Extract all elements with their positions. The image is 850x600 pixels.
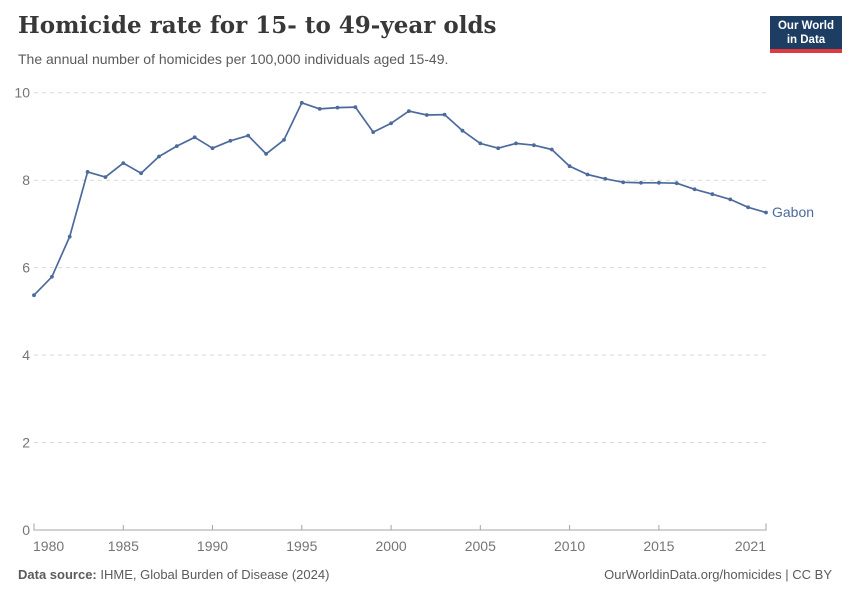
data-point xyxy=(478,141,483,146)
data-source-text: IHME, Global Burden of Disease (2024) xyxy=(100,567,330,582)
data-point xyxy=(424,113,429,117)
data-point xyxy=(32,293,36,298)
chart-footer: Data source: IHME, Global Burden of Dise… xyxy=(18,567,832,582)
x-axis-tick-label: 2015 xyxy=(643,538,674,554)
page-subtitle: The annual number of homicides per 100,0… xyxy=(18,51,449,67)
data-point xyxy=(121,161,126,166)
data-point xyxy=(460,128,465,133)
data-point xyxy=(585,172,590,177)
x-axis-tick-label: 2000 xyxy=(376,538,407,554)
data-point xyxy=(442,112,447,117)
data-point xyxy=(567,164,572,169)
data-point xyxy=(728,197,733,202)
data-point xyxy=(674,181,679,186)
data-point xyxy=(639,180,643,185)
data-point xyxy=(496,146,501,151)
data-point xyxy=(192,135,197,140)
data-point xyxy=(174,144,179,149)
data-point xyxy=(228,138,233,143)
data-point xyxy=(603,176,608,181)
data-point xyxy=(210,146,215,151)
x-axis-tick-label: 1995 xyxy=(286,538,317,554)
y-axis-tick-label: 6 xyxy=(22,260,30,276)
data-line xyxy=(33,101,767,297)
y-axis-tick-label: 2 xyxy=(22,435,30,451)
owid-logo-line2: in Data xyxy=(786,34,826,46)
page-title: Homicide rate for 15- to 49-year olds xyxy=(18,12,497,39)
y-axis-tick-label: 4 xyxy=(22,347,30,363)
data-point xyxy=(335,105,340,110)
y-axis-tick-label: 8 xyxy=(22,172,30,188)
x-axis-tick-label: 1990 xyxy=(197,538,228,554)
data-point xyxy=(621,180,626,185)
data-point xyxy=(50,274,54,279)
x-axis-tick-label: 2005 xyxy=(465,538,496,554)
data-point xyxy=(389,121,393,126)
data-point xyxy=(710,192,715,197)
data-point xyxy=(532,143,536,148)
x-axis-tick-label: 1985 xyxy=(108,538,139,554)
x-axis-tick-label: 1980 xyxy=(33,538,64,554)
data-point xyxy=(371,130,376,135)
data-point xyxy=(103,175,108,180)
data-point xyxy=(246,133,251,138)
data-point xyxy=(764,210,768,215)
data-point xyxy=(746,205,750,210)
data-point xyxy=(549,147,554,152)
owid-logo: Our World in Data xyxy=(770,16,842,53)
y-axis-tick-label: 10 xyxy=(14,85,30,101)
data-point xyxy=(67,234,72,239)
data-point xyxy=(157,154,161,159)
x-axis-line xyxy=(33,523,767,531)
owid-logo-line1: Our World xyxy=(777,20,834,32)
data-point xyxy=(407,109,411,113)
data-point xyxy=(657,180,661,185)
data-source: Data source: IHME, Global Burden of Dise… xyxy=(18,567,329,582)
footer-credit: OurWorldinData.org/homicides | CC BY xyxy=(604,567,832,582)
data-point xyxy=(353,105,358,109)
data-point xyxy=(514,141,518,146)
data-point xyxy=(317,107,322,111)
data-point xyxy=(282,138,286,142)
data-point xyxy=(139,171,144,176)
data-point xyxy=(692,187,697,192)
y-axis-tick-label: 0 xyxy=(22,522,30,538)
x-axis-tick-label: 2010 xyxy=(554,538,585,554)
data-source-label: Data source: xyxy=(18,567,97,582)
series-end-label: Gabon xyxy=(772,204,814,220)
data-point xyxy=(85,170,90,174)
data-point xyxy=(299,100,304,105)
data-point xyxy=(264,152,268,156)
x-axis-tick-label: 2021 xyxy=(735,538,766,554)
